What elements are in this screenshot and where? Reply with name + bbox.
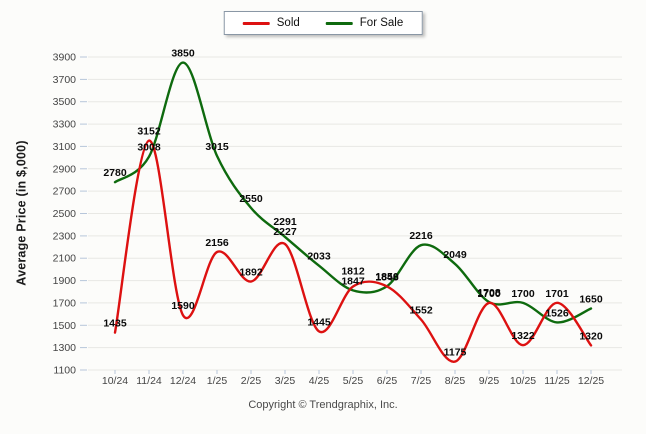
data-label-for-sale: 1708 xyxy=(477,287,501,299)
data-label-sold: 3152 xyxy=(137,126,161,138)
y-tick-label: 2500 xyxy=(53,208,77,220)
chart-legend: Sold For Sale xyxy=(223,11,423,35)
y-tick-label: 3500 xyxy=(53,96,77,108)
x-tick-label: 1/25 xyxy=(207,375,228,387)
data-label-for-sale: 2291 xyxy=(273,216,297,228)
sold-line xyxy=(113,139,593,363)
data-label-sold: 1892 xyxy=(239,267,263,279)
legend-label-for-sale: For Sale xyxy=(359,17,404,29)
y-tick-label: 1300 xyxy=(53,342,77,354)
y-tick-label: 1700 xyxy=(53,297,77,309)
data-label-sold: 1320 xyxy=(579,330,603,342)
data-label-for-sale: 2049 xyxy=(443,249,467,261)
data-label-for-sale: 1850 xyxy=(375,271,399,283)
x-tick-label: 9/25 xyxy=(479,375,500,387)
y-tick-label: 1100 xyxy=(53,365,76,377)
sold-line-swatch-icon xyxy=(242,21,270,25)
y-tick-label: 3100 xyxy=(53,141,77,153)
x-tick-label: 8/25 xyxy=(445,375,466,387)
data-label-for-sale: 2550 xyxy=(239,193,263,205)
y-tick-label: 2900 xyxy=(53,163,77,175)
y-tick-label: 1900 xyxy=(53,275,77,287)
x-tick-label: 6/25 xyxy=(377,375,398,387)
legend-item-for-sale[interactable]: For Sale xyxy=(325,17,404,29)
y-tick-label: 3700 xyxy=(53,74,77,86)
x-tick-label: 10/24 xyxy=(102,375,128,387)
x-tick-label: 12/25 xyxy=(578,375,604,387)
data-label-for-sale: 2033 xyxy=(307,251,331,263)
data-label-for-sale: 1812 xyxy=(341,266,365,278)
x-tick-label: 11/25 xyxy=(544,375,570,387)
for-sale-line-swatch-icon xyxy=(325,21,353,25)
data-label-sold: 1848 xyxy=(375,271,399,283)
x-tick-label: 5/25 xyxy=(343,375,364,387)
x-tick-label: 4/25 xyxy=(309,375,330,387)
data-label-for-sale: 2780 xyxy=(103,167,127,179)
data-label-sold: 2227 xyxy=(273,226,297,238)
data-label-sold: 2156 xyxy=(205,237,229,249)
x-tick-label: 3/25 xyxy=(275,375,296,387)
data-label-for-sale: 1700 xyxy=(511,288,535,300)
data-label-sold: 1322 xyxy=(511,330,535,342)
data-label-sold: 1590 xyxy=(171,300,195,312)
data-label-sold: 1700 xyxy=(477,288,501,300)
data-label-for-sale: 2216 xyxy=(409,230,433,242)
data-label-for-sale: 3015 xyxy=(205,141,229,153)
copyright-text: Copyright © Trendgraphix, Inc. xyxy=(248,399,398,411)
legend-label-sold: Sold xyxy=(276,17,300,29)
legend-item-sold[interactable]: Sold xyxy=(242,17,300,29)
data-label-sold: 1701 xyxy=(545,288,569,300)
x-tick-label: 10/25 xyxy=(510,375,536,387)
data-label-for-sale: 3850 xyxy=(171,48,195,60)
for-sale-line xyxy=(113,61,593,324)
data-label-sold: 1435 xyxy=(103,318,127,330)
y-tick-label: 2100 xyxy=(53,253,77,265)
x-tick-label: 7/25 xyxy=(411,375,432,387)
y-tick-label: 2300 xyxy=(53,230,77,242)
y-tick-label: 3300 xyxy=(53,119,77,131)
y-tick-label: 2700 xyxy=(53,186,77,198)
data-label-for-sale: 1650 xyxy=(579,294,603,306)
data-label-sold: 1847 xyxy=(341,276,365,288)
y-tick-label: 3900 xyxy=(53,52,77,64)
data-label-sold: 1552 xyxy=(409,305,433,317)
data-label-sold: 1445 xyxy=(307,316,331,328)
y-tick-label: 1500 xyxy=(53,320,77,332)
x-tick-label: 2/25 xyxy=(241,375,262,387)
x-tick-label: 12/24 xyxy=(170,375,196,387)
data-label-for-sale: 3008 xyxy=(137,142,161,154)
data-label-sold: 1175 xyxy=(444,347,467,359)
x-tick-label: 11/24 xyxy=(136,375,162,387)
data-label-for-sale: 1526 xyxy=(545,307,569,319)
